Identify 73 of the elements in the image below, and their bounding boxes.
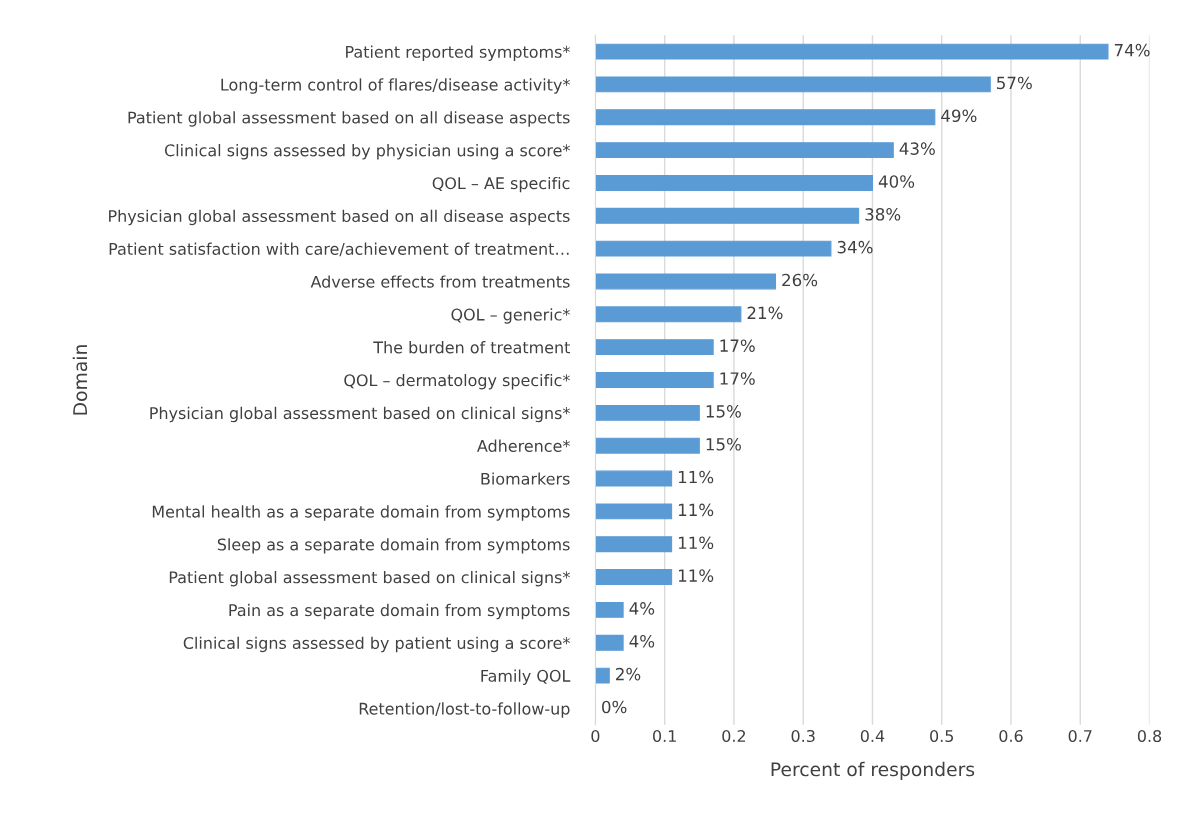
bar bbox=[595, 306, 742, 323]
x-tick-label: 0.4 bbox=[860, 729, 885, 743]
x-tick-label: 0.6 bbox=[999, 729, 1023, 743]
data-label: 43% bbox=[899, 142, 935, 155]
bar bbox=[595, 372, 714, 388]
data-label: 15% bbox=[706, 437, 741, 451]
data-label: 4% bbox=[629, 634, 655, 648]
x-tick-label: 0.5 bbox=[930, 729, 954, 743]
bar bbox=[595, 536, 673, 553]
data-label: 74% bbox=[1114, 43, 1150, 57]
y-tick-label: QOL – dermatology specific* bbox=[344, 373, 570, 390]
bar bbox=[595, 404, 700, 421]
x-tick-label: 0.8 bbox=[1137, 729, 1162, 743]
bar bbox=[595, 240, 832, 257]
y-tick-label: Patient global assessment based on all disease aspects bbox=[128, 111, 570, 127]
y-tick-label: The burden of treatment bbox=[373, 341, 571, 354]
y-tick-label: Patient global assessment based on clinical signs* bbox=[169, 570, 570, 587]
y-tick-label: Adherence* bbox=[477, 439, 570, 452]
bar bbox=[595, 174, 874, 191]
bar bbox=[595, 43, 1109, 60]
bar bbox=[595, 601, 624, 618]
data-label: 57% bbox=[997, 76, 1032, 90]
data-label: 49% bbox=[941, 109, 977, 123]
data-label: 15% bbox=[706, 405, 741, 418]
y-tick-label: Clinical signs assessed by physician using a score* bbox=[164, 144, 570, 160]
y-tick-label: Pain as a separate domain from symptoms bbox=[229, 603, 570, 620]
y-tick-label: Long-term control of flares/disease activity* bbox=[221, 78, 570, 94]
data-label: 11% bbox=[678, 536, 714, 550]
x-tick-label: 0.2 bbox=[722, 729, 746, 743]
y-tick-label: Mental health as a separate domain from symptoms bbox=[152, 505, 570, 521]
data-label: 17% bbox=[720, 372, 755, 385]
bar bbox=[595, 503, 673, 520]
y-tick-label: Adverse effects from treatments bbox=[310, 275, 570, 288]
y-tick-label: Physician global assessment based on all disease aspects bbox=[109, 209, 570, 226]
data-label: 2% bbox=[616, 667, 641, 681]
data-label: 4% bbox=[629, 602, 655, 615]
data-label: 21% bbox=[747, 306, 783, 320]
y-tick-label: Sleep as a separate domain from symptoms bbox=[217, 538, 570, 554]
y-tick-label: QOL – generic* bbox=[451, 308, 570, 324]
data-label: 40% bbox=[878, 175, 915, 188]
y-tick-label: Family QOL bbox=[481, 669, 571, 685]
data-label: 11% bbox=[678, 569, 714, 582]
data-label: 11% bbox=[678, 470, 714, 484]
y-tick-label: Clinical signs assessed by patient using a score* bbox=[183, 636, 570, 653]
y-axis-title: Domain bbox=[72, 345, 88, 415]
data-label: 26% bbox=[782, 273, 818, 287]
x-tick-label: 0.3 bbox=[791, 729, 815, 743]
x-tick-label: 0 bbox=[591, 729, 600, 743]
x-tick-label: 0.7 bbox=[1068, 729, 1092, 743]
bar bbox=[595, 437, 700, 454]
data-label: 0% bbox=[602, 700, 627, 714]
y-tick-label: Biomarkers bbox=[481, 472, 570, 485]
bar bbox=[595, 339, 714, 356]
bar bbox=[595, 207, 860, 224]
data-label: 38% bbox=[865, 208, 901, 221]
bar bbox=[595, 470, 673, 487]
bar bbox=[595, 142, 894, 159]
bar bbox=[595, 109, 936, 126]
bar bbox=[595, 634, 624, 651]
bar bbox=[595, 273, 777, 290]
data-label: 34% bbox=[837, 240, 873, 254]
y-tick-label: Patient satisfaction with care/achievement of treatment… bbox=[109, 242, 569, 257]
x-axis-title: Percent of responders bbox=[771, 761, 975, 780]
y-tick-label: Physician global assessment based on clinical signs* bbox=[150, 406, 570, 423]
y-tick-label: Patient reported symptoms* bbox=[346, 45, 570, 61]
x-tick-label: 0.1 bbox=[653, 729, 676, 743]
y-tick-label: Retention/lost-to-follow-up bbox=[359, 702, 570, 718]
y-tick-label: QOL – AE specific bbox=[432, 176, 570, 193]
bar bbox=[595, 569, 673, 585]
data-label: 17% bbox=[720, 339, 755, 352]
bar bbox=[595, 76, 991, 93]
data-label: 11% bbox=[678, 503, 714, 517]
bar bbox=[595, 667, 610, 684]
